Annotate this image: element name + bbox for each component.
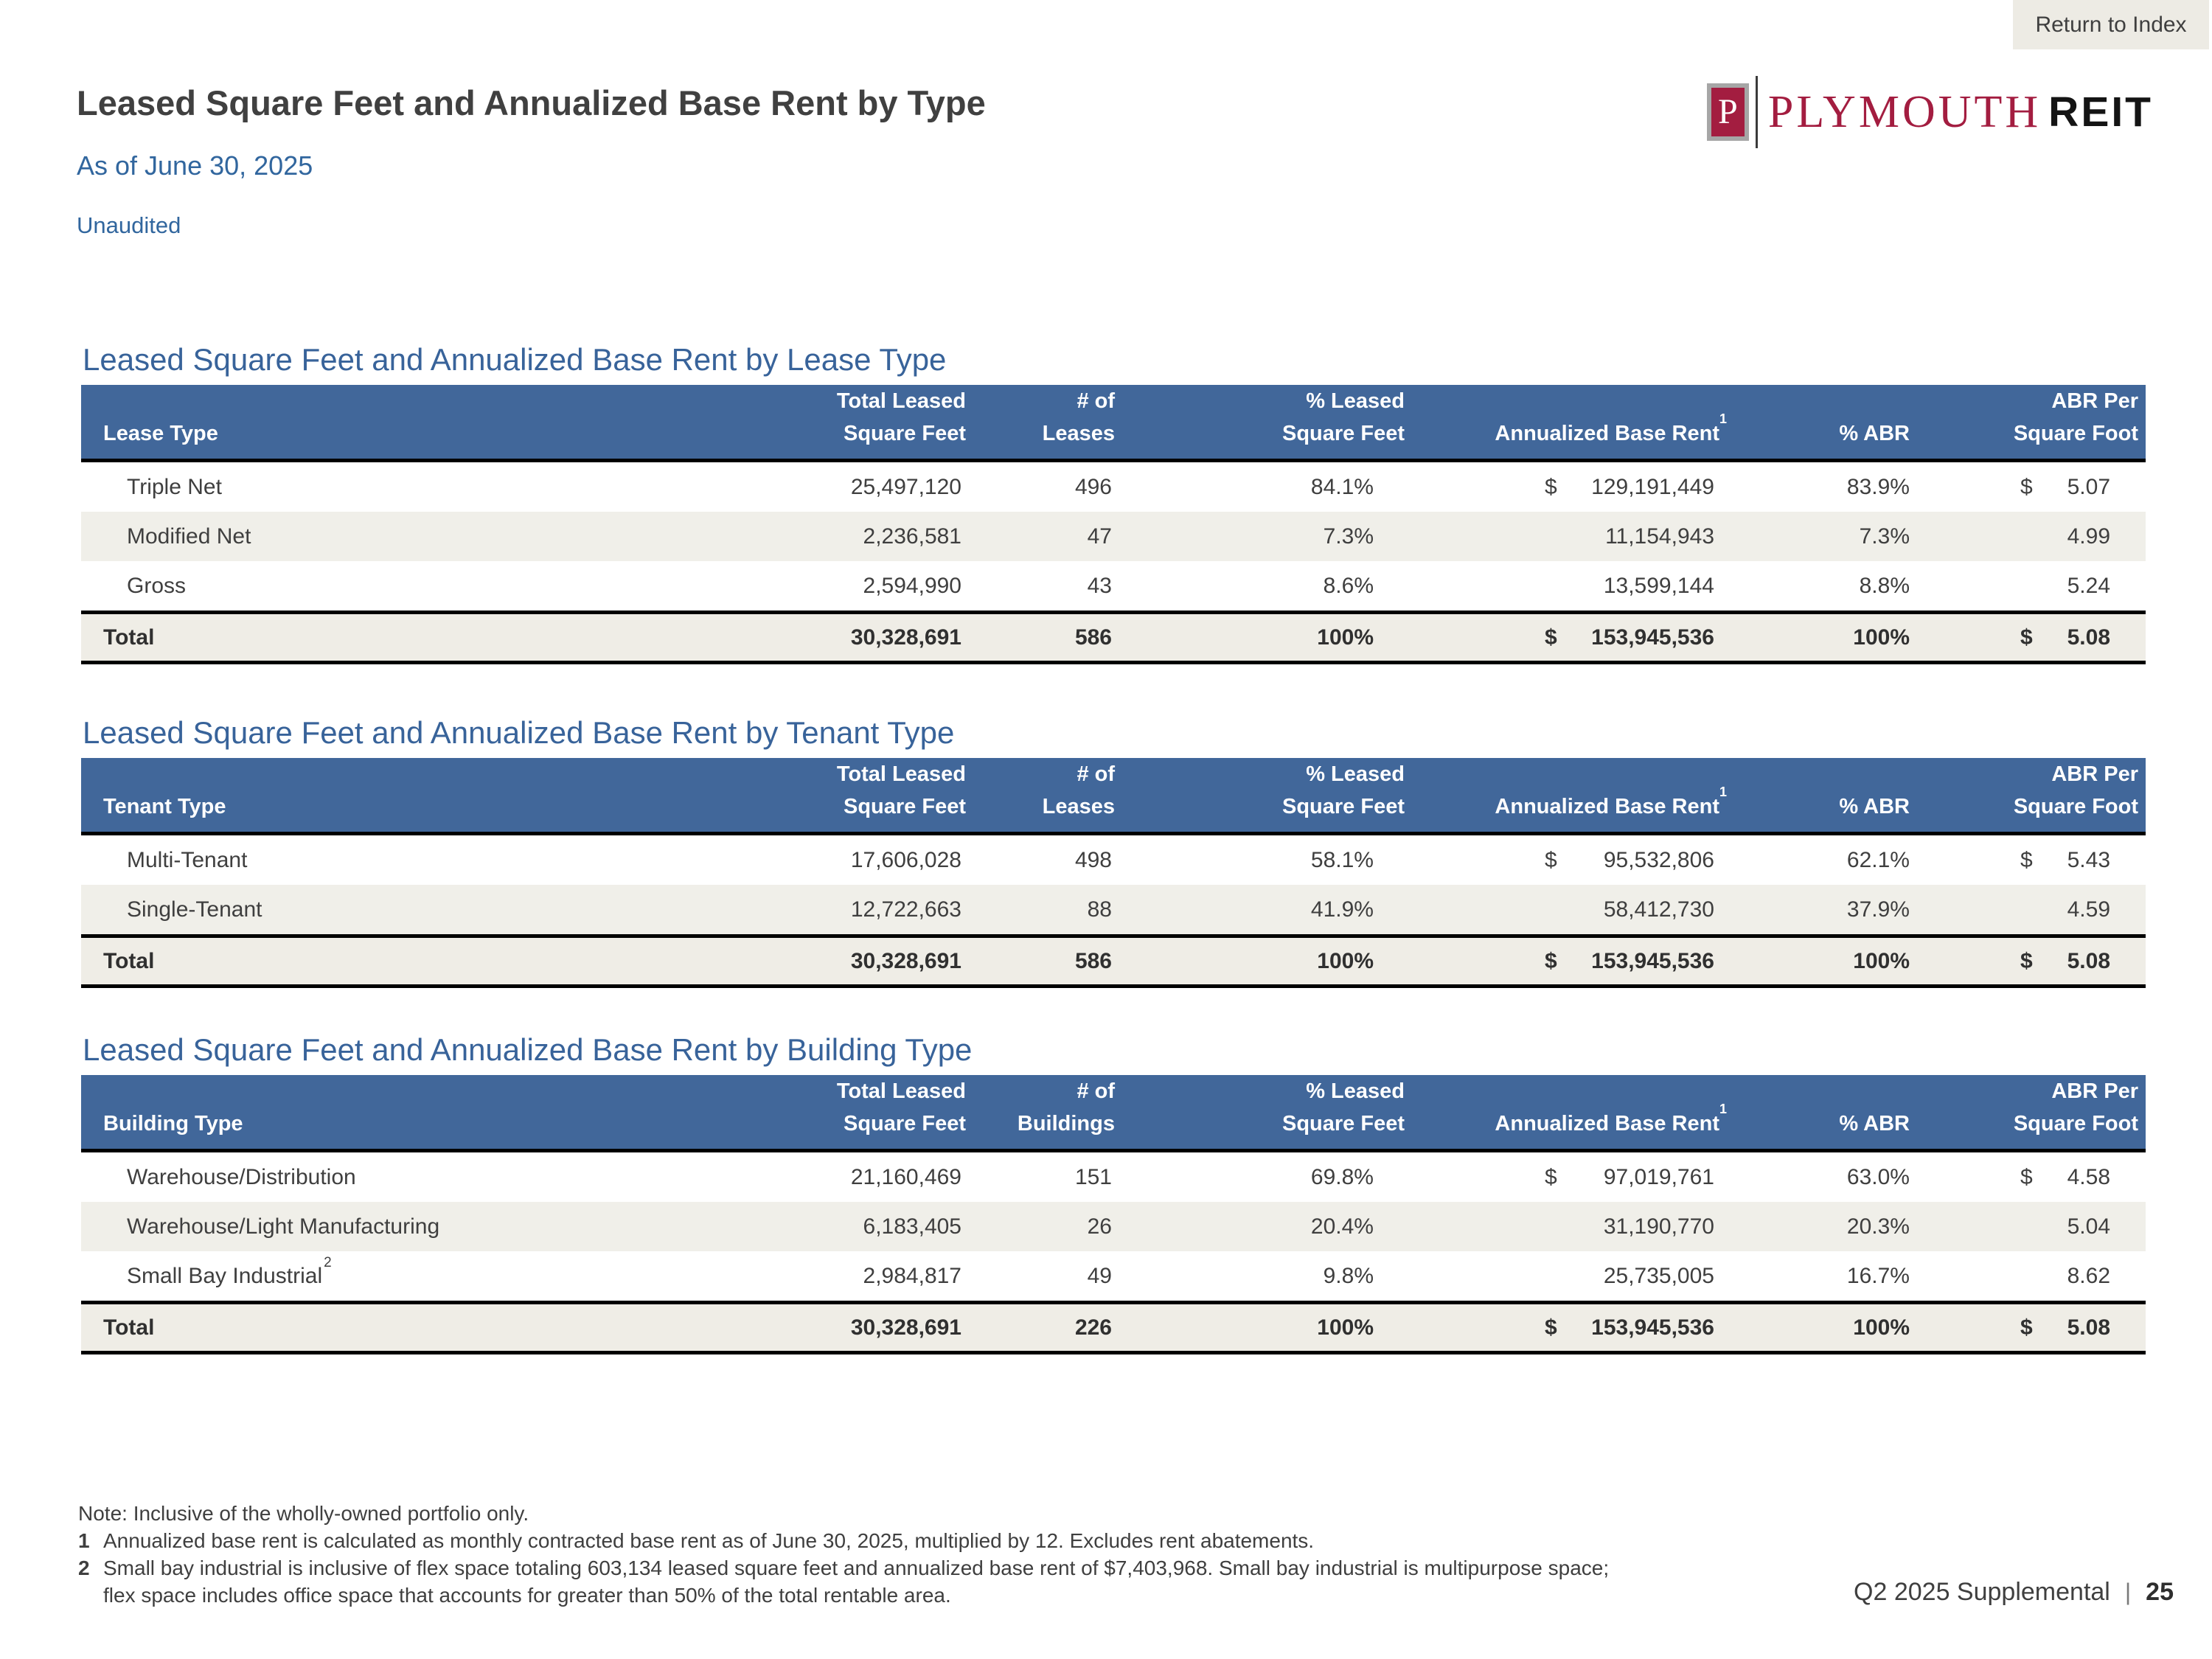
currency-symbol: $ (1545, 847, 1557, 872)
table-total-row: Total 30,328,691 586 100% $153,945,536 1… (81, 611, 2146, 664)
table-row: Small Bay Industrial2 2,984,817 49 9.8% … (81, 1251, 2146, 1301)
logo-divider (1755, 76, 1758, 148)
column-header-pct-leased-sqft: % Leased Square Feet (1282, 762, 1405, 818)
column-header-total-leased-sqft: Total Leased Square Feet (836, 1079, 966, 1135)
column-header-abr-per-sqft: ABR Per Square Foot (2013, 762, 2138, 818)
footnote-1-marker: 1 (1719, 411, 1727, 427)
table-total-row: Total 30,328,691 586 100% $153,945,536 1… (81, 934, 2146, 988)
footnote-1-text: Annualized base rent is calculated as mo… (103, 1529, 1315, 1552)
footnote-2-continuation: flex space includes office space that ac… (78, 1582, 1609, 1609)
column-header-pct-abr: % ABR (1839, 422, 1910, 445)
plymouth-reit-logo: P PLYMOUTH REIT (1706, 75, 2153, 149)
footnotes: Note: Inclusive of the wholly-owned port… (78, 1500, 1609, 1609)
column-header-annualized-base-rent: Annualized Base Rent1 (1495, 1102, 1727, 1135)
column-header-pct-leased-sqft: % Leased Square Feet (1282, 389, 1405, 445)
column-header-tenant-type: Tenant Type (103, 795, 226, 818)
currency-symbol: $ (2020, 1164, 2033, 1189)
footnote-2: 2 Small bay industrial is inclusive of f… (78, 1554, 1609, 1582)
currency-symbol: $ (1545, 948, 1557, 973)
footnote-2-number: 2 (78, 1557, 90, 1579)
footer-divider: | (2124, 1579, 2132, 1605)
page-title: Leased Square Feet and Annualized Base R… (77, 83, 986, 122)
column-header-building-type: Building Type (103, 1112, 243, 1135)
column-header-annualized-base-rent: Annualized Base Rent1 (1495, 785, 1727, 818)
column-header-total-leased-sqft: Total Leased Square Feet (836, 762, 966, 818)
currency-symbol: $ (2020, 948, 2033, 973)
supplemental-label: Q2 2025 Supplemental (1854, 1578, 2110, 1606)
building-type-section-title: Leased Square Feet and Annualized Base R… (83, 1032, 973, 1067)
footnote-1-marker: 1 (1719, 1102, 1727, 1117)
lease-type-table: Lease Type Total Leased Square Feet # of L… (81, 385, 2146, 664)
column-header-lease-type: Lease Type (103, 422, 218, 445)
currency-symbol: $ (1545, 625, 1557, 650)
column-header-num-leases: # of Leases (1042, 389, 1115, 445)
footnote-1: 1 Annualized base rent is calculated as … (78, 1527, 1609, 1554)
table-row: Warehouse/Distribution 21,160,469 151 69… (81, 1152, 2146, 1202)
table-header-row: Lease Type Total Leased Square Feet # of L… (81, 385, 2146, 462)
table-row: Gross 2,594,990 43 8.6% 13,599,144 8.8% … (81, 561, 2146, 611)
column-header-abr-per-sqft: ABR Per Square Foot (2013, 1079, 2138, 1135)
footnote-1-marker: 1 (1719, 785, 1727, 800)
table-row: Warehouse/Light Manufacturing 6,183,405 … (81, 1202, 2146, 1251)
column-header-abr-per-sqft: ABR Per Square Foot (2013, 389, 2138, 445)
currency-symbol: $ (2020, 847, 2033, 872)
tenant-type-section: Leased Square Feet and Annualized Base R… (81, 715, 2146, 988)
currency-symbol: $ (2020, 1315, 2033, 1340)
currency-symbol: $ (2020, 474, 2033, 499)
table-total-row: Total 30,328,691 226 100% $153,945,536 1… (81, 1301, 2146, 1354)
return-to-index-button[interactable]: Return to Index (2013, 0, 2209, 49)
table-row: Triple Net 25,497,120 496 84.1% $129,191… (81, 462, 2146, 512)
table-header-row: Tenant Type Total Leased Square Feet # of… (81, 758, 2146, 835)
footnote-1-number: 1 (78, 1529, 90, 1552)
lease-type-section-title: Leased Square Feet and Annualized Base R… (83, 342, 947, 377)
table-header-row: Building Type Total Leased Square Feet # … (81, 1075, 2146, 1152)
logo-reit-text: REIT (2048, 88, 2153, 136)
column-header-pct-abr: % ABR (1839, 1112, 1910, 1135)
currency-symbol: $ (1545, 474, 1557, 499)
table-row: Single-Tenant 12,722,663 88 41.9% 58,412… (81, 885, 2146, 934)
building-type-section: Leased Square Feet and Annualized Base R… (81, 1032, 2146, 1354)
page-footer: Q2 2025 Supplemental | 25 (1854, 1578, 2174, 1607)
currency-symbol: $ (1545, 1315, 1557, 1340)
page-number: 25 (2146, 1578, 2174, 1606)
table-row: Multi-Tenant 17,606,028 498 58.1% $95,53… (81, 835, 2146, 885)
column-header-total-leased-sqft: Total Leased Square Feet (836, 389, 966, 445)
building-type-table: Building Type Total Leased Square Feet # … (81, 1075, 2146, 1354)
as-of-date: As of June 30, 2025 (77, 150, 313, 181)
footnote-2-marker: 2 (324, 1255, 332, 1270)
unaudited-label: Unaudited (77, 212, 181, 238)
portfolio-note: Note: Inclusive of the wholly-owned port… (78, 1502, 529, 1525)
logo-p-letter: P (1718, 91, 1738, 131)
currency-symbol: $ (1545, 1164, 1557, 1189)
tenant-type-table: Tenant Type Total Leased Square Feet # of… (81, 758, 2146, 988)
footnote-2-text-line1: Small bay industrial is inclusive of fle… (103, 1557, 1610, 1579)
column-header-annualized-base-rent: Annualized Base Rent1 (1495, 411, 1727, 445)
tenant-type-section-title: Leased Square Feet and Annualized Base R… (83, 715, 955, 750)
lease-type-section: Leased Square Feet and Annualized Base R… (81, 342, 2146, 664)
column-header-num-leases: # of Leases (1042, 762, 1115, 818)
column-header-num-buildings: # of Buildings (1017, 1079, 1115, 1135)
currency-symbol: $ (2020, 625, 2033, 650)
footnote-2-text-line2: flex space includes office space that ac… (103, 1584, 951, 1607)
table-row: Modified Net 2,236,581 47 7.3% 11,154,94… (81, 512, 2146, 561)
logo-p-badge: P (1706, 83, 1749, 141)
column-header-pct-leased-sqft: % Leased Square Feet (1282, 1079, 1405, 1135)
column-header-pct-abr: % ABR (1839, 795, 1910, 818)
logo-plymouth-text: PLYMOUTH (1767, 87, 2042, 137)
